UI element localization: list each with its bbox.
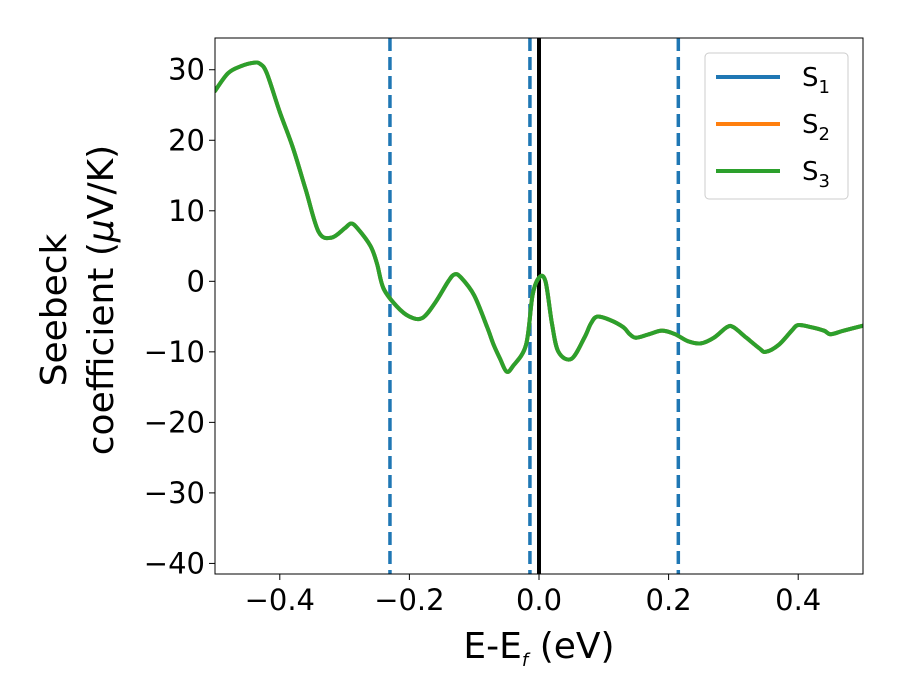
x-tick-label: 0.2 xyxy=(646,583,692,617)
y-axis-label: Seebeck coefficient (μV/K) xyxy=(34,145,122,455)
tick-marks xyxy=(209,69,799,580)
y-tick-label: 10 xyxy=(168,194,205,228)
y-tick-label: −40 xyxy=(144,546,205,580)
y-axis-label-line2: coefficient (μV/K) xyxy=(81,145,122,455)
y-tick-label: 20 xyxy=(168,123,205,157)
y-axis-label-line2-pre: coefficient ( xyxy=(81,242,122,455)
x-tick-label: −0.4 xyxy=(245,583,315,617)
y-axis-label-line1: Seebeck xyxy=(34,233,75,386)
x-axis-label-main: E-E xyxy=(463,626,521,667)
legend-label-s1: S1 xyxy=(802,63,830,98)
legend-label-s2: S2 xyxy=(802,110,830,145)
y-axis-label-mu: μ xyxy=(81,219,122,243)
y-tick-label: 30 xyxy=(168,53,205,87)
x-tick-label: −0.2 xyxy=(374,583,444,617)
series-lines xyxy=(215,60,863,374)
y-tick-label: −20 xyxy=(144,405,205,439)
legend: S1 S2 S3 xyxy=(704,52,849,200)
y-tick-label: −10 xyxy=(144,335,205,369)
plot-area xyxy=(209,37,864,580)
series-line-s3 xyxy=(215,60,863,374)
x-axis-label-unit: (eV) xyxy=(528,626,614,667)
x-axis-label: E-Ef (eV) xyxy=(463,626,614,671)
legend-label-s3: S3 xyxy=(802,157,830,192)
y-axis-label-line2-post: V/K) xyxy=(81,145,122,219)
legend-entries: S1 S2 S3 xyxy=(716,63,830,192)
y-tick-label: 0 xyxy=(187,264,205,298)
x-axis-label-sub: f xyxy=(522,650,531,671)
x-tick-label: 0.0 xyxy=(516,583,562,617)
y-tick-label: −30 xyxy=(144,476,205,510)
x-tick-label: 0.4 xyxy=(775,583,821,617)
